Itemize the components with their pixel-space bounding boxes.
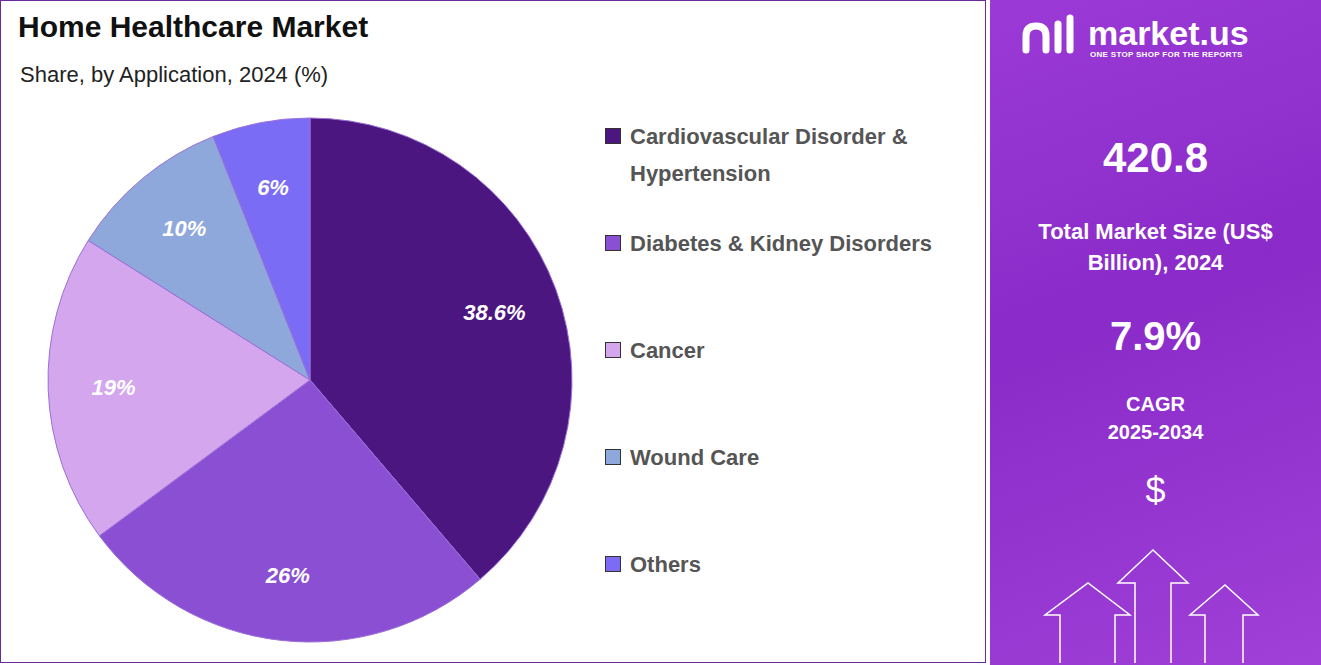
svg-text:38.6%: 38.6% xyxy=(463,300,525,325)
html-text:ONE STOP SHOP FOR THE REPORTS: ONE STOP SHOP FOR THE REPORTS xyxy=(1090,50,1243,59)
html-text:CAGR: CAGR xyxy=(1126,393,1185,415)
html-text:market.us: market.us xyxy=(1088,14,1249,52)
svg-text:10%: 10% xyxy=(162,216,206,241)
html-text:Total Market Size (US$ Billion: Total Market Size (US$ Billion), 2024 xyxy=(1038,219,1273,275)
html-text:Cancer: Cancer xyxy=(630,338,705,363)
html-text:Others: Others xyxy=(630,552,701,577)
html-text:Home Healthcare Market: Home Healthcare Market xyxy=(18,10,369,43)
html-text:7.9%: 7.9% xyxy=(1109,314,1202,358)
html-text:2025-2034: 2025-2034 xyxy=(1107,421,1204,443)
html-text:Diabetes & Kidney Disorders: Diabetes & Kidney Disorders xyxy=(630,231,932,256)
html-text:Cardiovascular Disorder & Hype: Cardiovascular Disorder & Hypertension xyxy=(630,124,908,186)
svg-text:26%: 26% xyxy=(265,563,310,588)
html-text:Share, by Application, 2024 (%: Share, by Application, 2024 (%) xyxy=(20,62,329,87)
svg-text:6%: 6% xyxy=(257,175,289,200)
svg-text:19%: 19% xyxy=(92,375,136,400)
html-text:Wound Care: Wound Care xyxy=(630,445,760,470)
html-text:420.8: 420.8 xyxy=(1102,134,1208,181)
